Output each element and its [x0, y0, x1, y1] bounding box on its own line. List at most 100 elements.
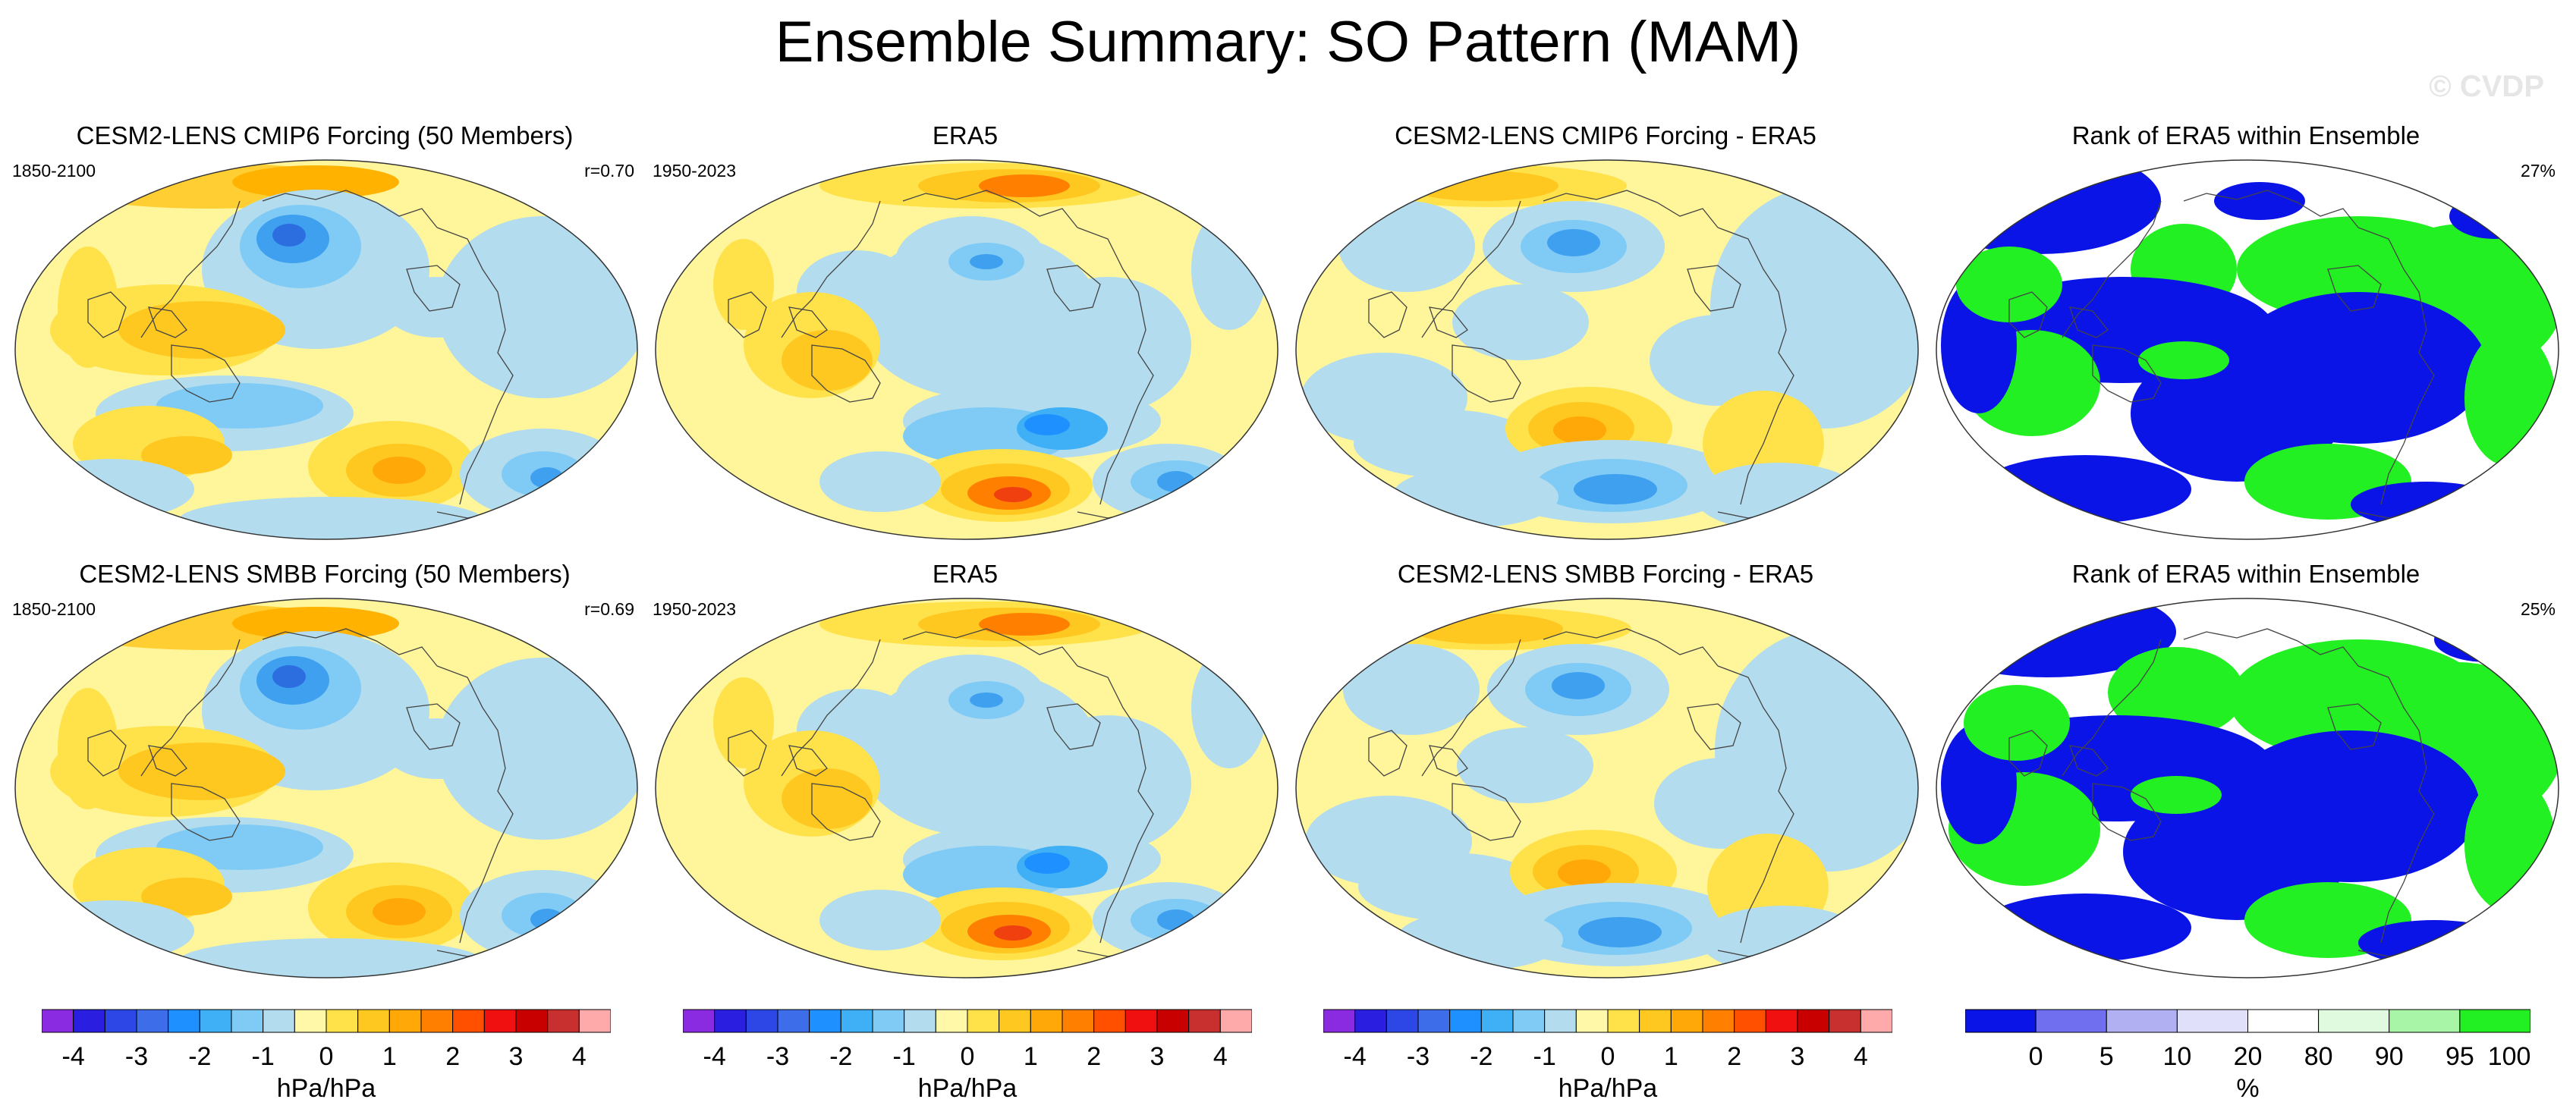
globe-outline	[1936, 598, 2559, 978]
colorbar-swatch	[199, 1009, 232, 1033]
colorbar-swatch	[1417, 1009, 1451, 1033]
panel-stat: r=0.70	[584, 161, 634, 181]
contour-region	[1358, 853, 1540, 921]
colorbar-swatch	[73, 1009, 105, 1033]
coastline	[781, 200, 881, 338]
coastline	[2183, 190, 2359, 228]
colorbar-swatch	[1219, 1009, 1252, 1033]
map-panel-7: CESM2-LENS SMBB Forcing - ERA5	[1287, 560, 1924, 985]
coastline	[1368, 730, 1408, 777]
colorbar-tick-label: 0	[319, 1042, 334, 1071]
colorbar-tick-label: 4	[571, 1042, 587, 1071]
contour-region	[27, 459, 194, 520]
colorbar-tick-label: -3	[124, 1042, 149, 1071]
colorbar-swatches	[1323, 1009, 1892, 1033]
globe-outline	[1295, 159, 1919, 540]
contour-region	[782, 330, 873, 391]
coastline	[902, 628, 1078, 667]
colorbar-swatch	[777, 1009, 810, 1033]
coastline	[87, 730, 127, 777]
coastline	[1687, 265, 1741, 312]
coastline	[2357, 227, 2435, 505]
panel-title: CESM2-LENS CMIP6 Forcing (50 Members)	[76, 121, 574, 149]
colorbar-swatch	[1575, 1009, 1609, 1033]
contour-region	[373, 457, 426, 484]
colorbar-swatch	[1829, 1009, 1861, 1033]
contour-region	[530, 467, 564, 488]
contour-region	[2108, 647, 2244, 738]
colorbar-tick-label: 90	[2374, 1042, 2404, 1071]
colorbar-swatch	[1093, 1009, 1126, 1033]
contour-region	[782, 768, 873, 829]
colorbar-swatch	[999, 1009, 1031, 1033]
contour-region	[232, 607, 399, 640]
contour-region	[1578, 917, 1662, 947]
colorbar-tick-label: -4	[703, 1042, 726, 1071]
contour-region	[1650, 315, 1786, 406]
colorbar-swatch	[168, 1009, 200, 1033]
colorbar-tick-label: 1	[382, 1042, 397, 1071]
colorbar-tick-label: 1	[1023, 1042, 1038, 1071]
contour-region	[1547, 229, 1600, 256]
colorbar-swatch	[1607, 1009, 1640, 1033]
colorbar-swatch	[1323, 1009, 1356, 1033]
contour-region	[272, 665, 306, 688]
contour-region	[1354, 410, 1536, 478]
coastline	[1687, 703, 1741, 750]
colorbar-tick-label: 2	[1727, 1042, 1742, 1071]
colorbar-swatch	[357, 1009, 390, 1033]
coastline	[788, 306, 828, 338]
coastline	[2008, 291, 2048, 338]
colorbar-units: hPa/hPa	[917, 1074, 1018, 1103]
colorbar-swatch	[1480, 1009, 1514, 1033]
colorbar-swatch	[547, 1009, 580, 1033]
colorbar-swatch	[1639, 1009, 1672, 1033]
colorbar-swatch	[2318, 1009, 2390, 1033]
contour-region	[2138, 341, 2229, 379]
globe-map	[655, 598, 1279, 978]
coastline	[2069, 306, 2109, 338]
panel-period: 1950-2023	[653, 161, 736, 181]
coastline	[1421, 639, 1521, 777]
coastline	[2357, 665, 2435, 944]
colorbar-swatch	[1544, 1009, 1577, 1033]
colorbar-swatch	[1512, 1009, 1546, 1033]
globe-map	[1936, 598, 2559, 978]
colorbar-swatch	[1702, 1009, 1735, 1033]
map-panel-1: CESM2-LENS CMIP6 Forcing (50 Members) 185…	[6, 121, 643, 546]
coastline	[140, 200, 241, 338]
contour-region	[819, 451, 941, 512]
colorbar-swatch	[745, 1009, 778, 1033]
colorbar-tick-label: 95	[2445, 1042, 2474, 1071]
contour-region	[2214, 182, 2305, 220]
contour-region	[2131, 776, 2222, 814]
colorbar-swatch	[452, 1009, 485, 1033]
colorbar-swatch	[483, 1009, 517, 1033]
colorbar-tick-label: 80	[2304, 1042, 2333, 1071]
colorbar-tick-label: -2	[188, 1042, 212, 1071]
coastline	[781, 639, 881, 777]
contour-region	[232, 165, 399, 199]
coastline	[811, 783, 881, 841]
panel-title: CESM2-LENS SMBB Forcing - ERA5	[1397, 560, 1814, 588]
contour-region	[118, 743, 285, 800]
contour-region	[1558, 859, 1611, 887]
colorbar-3: -4 -3 -2 -1 0 1 2 3 4 hPa/hPa	[1323, 1009, 1892, 1107]
contour-region	[1024, 715, 1191, 852]
contour-region	[2464, 776, 2556, 912]
coastline	[2062, 639, 2162, 777]
contour-region	[118, 301, 285, 359]
coastline	[1717, 665, 1794, 944]
coastline	[811, 344, 881, 403]
contour-region	[1457, 727, 1593, 803]
globe-outline	[655, 159, 1279, 540]
globe-outline	[1295, 598, 1919, 978]
colorbar-swatch	[714, 1009, 747, 1033]
panel-title: ERA5	[932, 560, 999, 588]
panel-title: CESM2-LENS CMIP6 Forcing - ERA5	[1395, 121, 1816, 149]
contour-region	[179, 938, 483, 978]
contour-region	[1979, 455, 2191, 523]
contour-region	[437, 216, 637, 398]
coastline	[2062, 200, 2162, 338]
colorbar-swatch	[2459, 1009, 2530, 1033]
